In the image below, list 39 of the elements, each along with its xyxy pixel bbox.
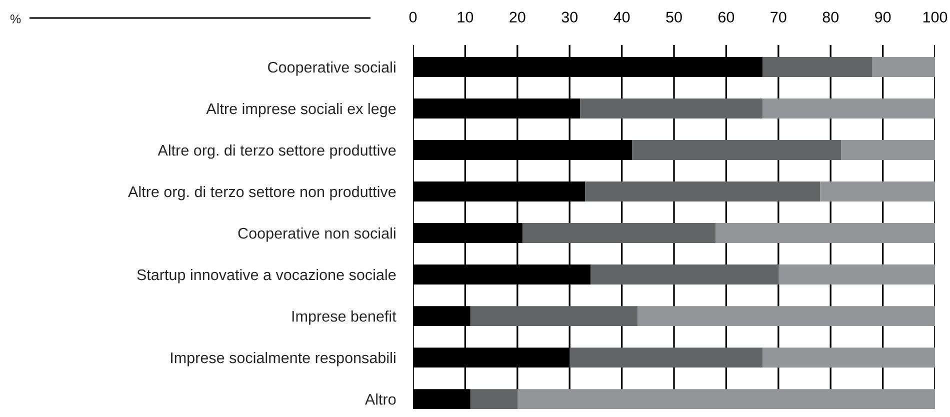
bar — [517, 389, 935, 409]
y-tick-label: Startup innovative a vocazione sociale — [137, 268, 396, 284]
bar — [872, 57, 935, 77]
y-tick-label: Altre org. di terzo settore produttive — [158, 144, 396, 159]
y-tick-label: Cooperative sociali — [268, 61, 396, 76]
y-tick-label: Altro — [364, 394, 396, 405]
bar — [762, 348, 935, 368]
bar — [470, 389, 518, 409]
y-tick-label: Altre org. di terzo settore non produttive — [128, 186, 396, 200]
bar — [470, 306, 638, 326]
bar — [590, 264, 778, 284]
x-tick-label: 90 — [875, 12, 891, 23]
x-tick-label: 20 — [510, 12, 526, 23]
x-tick-label: 70 — [770, 12, 786, 23]
bar — [762, 57, 872, 77]
x-tick-label: 0 — [409, 12, 417, 23]
x-tick-label: 100 — [923, 12, 948, 23]
x-tick-label: 80 — [822, 12, 838, 23]
bar — [580, 98, 763, 118]
bar — [632, 140, 842, 160]
bar — [585, 182, 820, 202]
bar — [637, 306, 935, 326]
bar — [716, 223, 935, 243]
bar — [522, 223, 716, 243]
y-tick-label: Cooperative non sociali — [238, 227, 396, 242]
text: % — [10, 14, 21, 24]
x-tick-label: 50 — [666, 12, 682, 23]
x-tick-label: 10 — [458, 12, 474, 23]
x-tick-label: 60 — [718, 12, 734, 23]
bar — [778, 264, 935, 284]
bar — [841, 140, 935, 160]
x-tick-label: 40 — [614, 12, 630, 23]
y-tick-label: Altre imprese sociali ex lege — [206, 102, 396, 118]
x-tick-label: 30 — [562, 12, 578, 23]
bar — [820, 182, 935, 202]
y-tick-label: Imprese socialmente responsabili — [171, 352, 396, 366]
bar — [570, 348, 763, 368]
y-tick-label: Imprese benefit — [292, 310, 396, 325]
bar — [762, 98, 935, 118]
